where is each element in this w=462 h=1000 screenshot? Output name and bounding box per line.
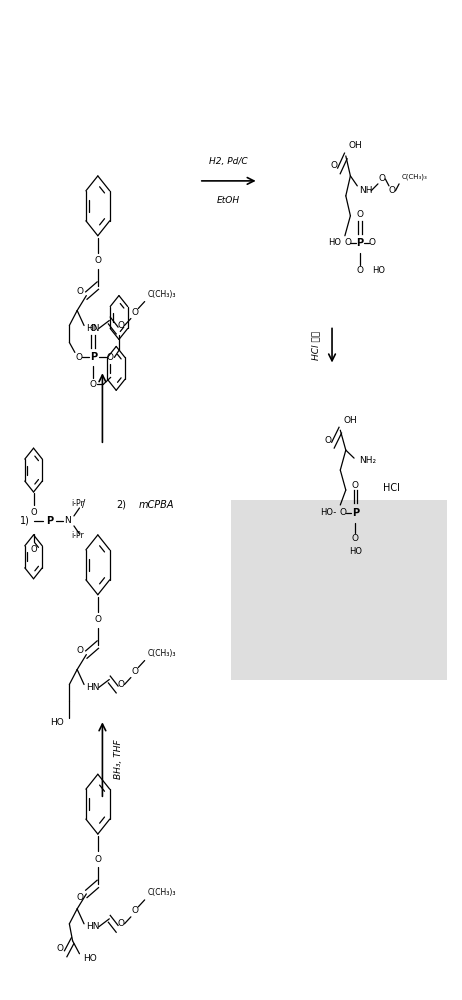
Text: O: O: [352, 481, 359, 490]
Text: O: O: [352, 534, 359, 543]
Text: O: O: [77, 893, 84, 902]
Text: HO: HO: [49, 718, 63, 727]
Text: O: O: [325, 436, 332, 445]
Text: C(CH₃)₃: C(CH₃)₃: [147, 888, 176, 897]
Text: EtOH: EtOH: [217, 196, 240, 205]
Text: NH₂: NH₂: [359, 456, 377, 465]
Text: C(CH₃)₃: C(CH₃)₃: [147, 290, 176, 299]
Text: P: P: [352, 508, 359, 518]
Text: HCl: HCl: [383, 483, 400, 493]
Text: O: O: [57, 944, 64, 953]
Text: O: O: [369, 238, 376, 247]
Text: OH: OH: [348, 141, 362, 150]
Text: N: N: [65, 516, 71, 525]
Text: HN: HN: [86, 324, 100, 333]
Bar: [231, 500, 447, 680]
Text: O: O: [94, 615, 101, 624]
Text: O: O: [90, 380, 97, 389]
Text: O: O: [131, 906, 138, 915]
Text: O: O: [344, 238, 351, 247]
Text: NH: NH: [359, 186, 373, 195]
Text: HCl 气体: HCl 气体: [311, 331, 321, 360]
Text: P: P: [46, 516, 53, 526]
Text: i-Pr: i-Pr: [71, 499, 84, 508]
Text: HN: HN: [86, 683, 100, 692]
Text: C(CH₃)₃: C(CH₃)₃: [402, 174, 427, 180]
Text: 2): 2): [116, 500, 126, 510]
Text: O: O: [94, 854, 101, 863]
Text: O: O: [90, 324, 97, 333]
Text: O: O: [131, 667, 138, 676]
Text: HN: HN: [86, 922, 100, 931]
Text: H2, Pd/C: H2, Pd/C: [209, 157, 248, 166]
Text: P: P: [90, 352, 97, 362]
Text: O: O: [30, 508, 37, 517]
Text: /: /: [82, 499, 85, 509]
Text: O: O: [357, 210, 364, 219]
Text: O: O: [331, 161, 338, 170]
Text: O: O: [77, 646, 84, 655]
Text: O: O: [77, 287, 84, 296]
Text: HO: HO: [372, 266, 385, 275]
Text: O: O: [107, 353, 114, 362]
Text: HO-: HO-: [320, 508, 337, 517]
Text: O: O: [117, 919, 124, 928]
Text: C(CH₃)₃: C(CH₃)₃: [147, 649, 176, 658]
Text: O: O: [378, 174, 385, 183]
Text: HO: HO: [83, 954, 97, 963]
Text: mCPBA: mCPBA: [139, 500, 175, 510]
Text: O: O: [340, 508, 346, 517]
Text: O: O: [131, 308, 138, 317]
Text: O: O: [117, 321, 124, 330]
Text: P: P: [357, 238, 364, 248]
Text: O: O: [388, 186, 395, 195]
Text: HO: HO: [349, 547, 362, 556]
Text: O: O: [357, 266, 364, 275]
Text: O: O: [94, 256, 101, 265]
Text: i-Pr: i-Pr: [71, 531, 84, 540]
Text: O: O: [75, 353, 82, 362]
Text: O: O: [117, 680, 124, 689]
Text: 1): 1): [20, 516, 30, 526]
Text: O: O: [30, 545, 37, 554]
Text: BH₃, THF: BH₃, THF: [114, 739, 123, 779]
Text: HO: HO: [328, 238, 341, 247]
Text: OH: OH: [344, 416, 357, 425]
